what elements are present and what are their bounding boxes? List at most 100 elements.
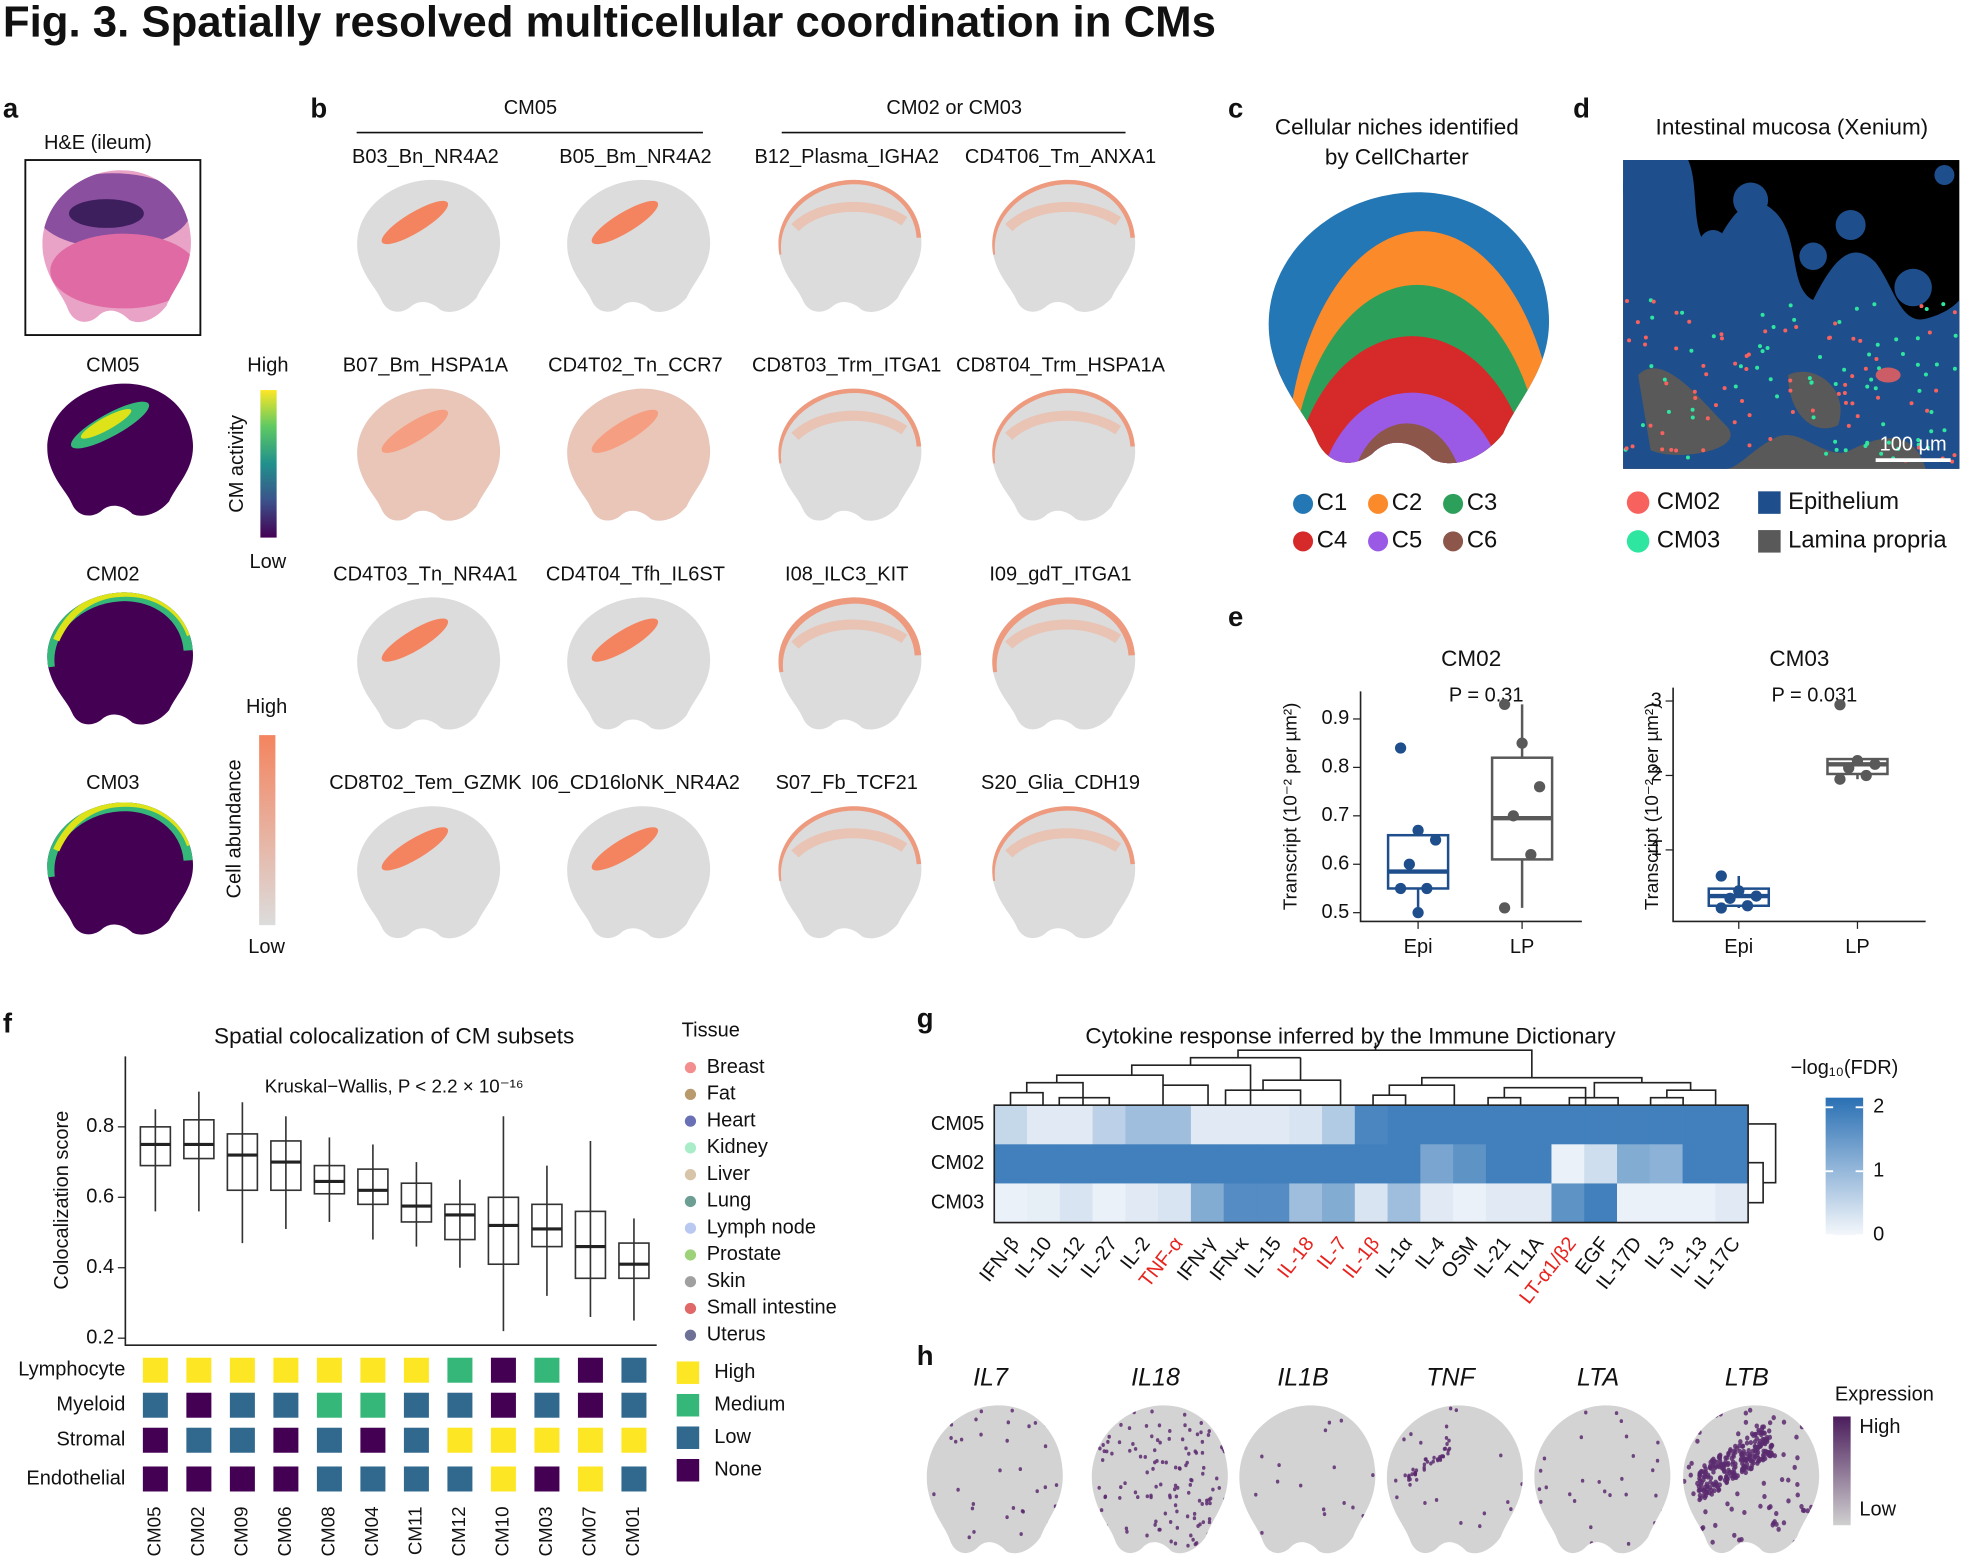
heatmap-cell	[1289, 1183, 1323, 1223]
expression-dot	[1691, 1491, 1696, 1497]
expression-dot	[1175, 1509, 1179, 1514]
tissue-overlay	[381, 827, 449, 871]
column-label: IL-15	[1241, 1233, 1286, 1282]
expression-dot	[972, 1529, 976, 1534]
expression-dot	[1207, 1429, 1211, 1434]
panel-label: c	[1228, 92, 1243, 123]
expression-dot	[1748, 1440, 1754, 1446]
data-point	[1869, 758, 1881, 770]
heatmap-cell	[1190, 1183, 1225, 1223]
box	[270, 1140, 302, 1192]
heatmap-cell	[1354, 1144, 1388, 1184]
level-tile	[577, 1466, 603, 1492]
expression-dot	[1183, 1423, 1187, 1428]
expression-dot	[1736, 1431, 1741, 1437]
transcript-dot	[1900, 352, 1905, 357]
legend-swatch	[676, 1458, 700, 1482]
expression-dot	[1298, 1483, 1303, 1488]
transcript-dot	[1669, 447, 1674, 452]
tissue-outline	[47, 802, 194, 935]
expression-dot	[1602, 1489, 1607, 1494]
expression-dot	[1118, 1495, 1122, 1500]
transcript-cluster	[1875, 367, 1901, 383]
expression-dot	[1781, 1452, 1786, 1458]
expression-dot	[1164, 1460, 1168, 1465]
data-point	[1843, 762, 1855, 774]
expression-dot	[1537, 1487, 1542, 1492]
expression-dot	[1786, 1498, 1791, 1504]
epithelium-region	[1623, 171, 1655, 204]
expression-dot	[1713, 1522, 1718, 1528]
expression-dot	[1176, 1485, 1180, 1490]
tissue-overlay	[357, 388, 500, 521]
column-dendrogram	[1009, 1042, 1717, 1106]
tissue-map	[1534, 1405, 1671, 1554]
level-tile	[403, 1427, 429, 1453]
expression-dot	[1509, 1507, 1513, 1512]
tissue-map	[778, 597, 922, 730]
transcript-dot	[1763, 329, 1768, 334]
expression-dot	[1648, 1408, 1653, 1413]
expression-dot	[1200, 1502, 1204, 1506]
expression-dot	[1760, 1457, 1766, 1463]
data-point	[1715, 902, 1727, 914]
expression-dot	[1654, 1493, 1658, 1498]
data-point	[1394, 742, 1407, 754]
tissue-outline	[47, 592, 194, 725]
expression-dot	[1277, 1463, 1281, 1468]
expression-dot	[1020, 1509, 1025, 1514]
row-label: Lymphocyte	[18, 1359, 125, 1381]
expression-dot	[1403, 1473, 1407, 1478]
transcript-dot	[1934, 388, 1939, 393]
tissue-map	[357, 388, 501, 521]
expression-dot	[1441, 1454, 1446, 1459]
transcript-dot	[1833, 321, 1838, 326]
expression-dot	[1786, 1477, 1791, 1483]
expression-dot	[1207, 1497, 1211, 1502]
tissue-outline	[47, 383, 194, 516]
expression-dot	[1150, 1409, 1154, 1414]
expression-dot	[1809, 1428, 1814, 1434]
transcript-dot	[1836, 391, 1841, 396]
expression-dot	[1619, 1419, 1624, 1424]
heatmap-cell	[994, 1105, 1028, 1145]
level-tile	[534, 1427, 560, 1453]
expression-dot	[1128, 1448, 1132, 1453]
expression-dot	[1683, 1508, 1687, 1514]
heatmap-cell	[1682, 1105, 1716, 1145]
expression-dot	[1734, 1445, 1740, 1451]
heatmap-cell	[1649, 1144, 1683, 1184]
expression-dot	[1222, 1449, 1227, 1454]
abundance-hotspot	[381, 618, 449, 662]
expression-dot	[1724, 1480, 1729, 1486]
row-label: CM02	[931, 1152, 984, 1174]
data-point	[1498, 902, 1511, 914]
level-tile	[621, 1392, 647, 1418]
transcript-dot	[1894, 337, 1899, 342]
group-title: CM05	[504, 97, 557, 119]
expression-dot	[1744, 1440, 1750, 1446]
expression-dot	[1717, 1464, 1722, 1470]
expression-dot	[1197, 1498, 1202, 1503]
legend-swatch	[684, 1276, 697, 1288]
data-point	[1834, 699, 1846, 711]
expression-dot	[1774, 1521, 1779, 1527]
expression-dot	[1117, 1410, 1122, 1415]
expression-dot	[1158, 1440, 1162, 1445]
expression-dot	[1206, 1532, 1210, 1537]
expression-dot	[1173, 1503, 1178, 1508]
legend-label: Prostate	[707, 1243, 781, 1265]
expression-dot	[1119, 1485, 1123, 1490]
expression-dot	[1735, 1491, 1740, 1497]
abundance-hotspot	[591, 618, 659, 662]
expression-dot	[1184, 1446, 1188, 1451]
expression-dot	[1168, 1428, 1172, 1433]
expression-dot	[1006, 1420, 1011, 1425]
expression-dot	[1196, 1524, 1200, 1528]
epithelium-region	[1835, 210, 1866, 241]
level-tile	[403, 1392, 429, 1418]
tissue-outline	[567, 597, 711, 730]
heatmap-cell	[1715, 1183, 1749, 1223]
expression-dot	[1542, 1456, 1547, 1461]
epithelium-region	[1699, 230, 1727, 258]
